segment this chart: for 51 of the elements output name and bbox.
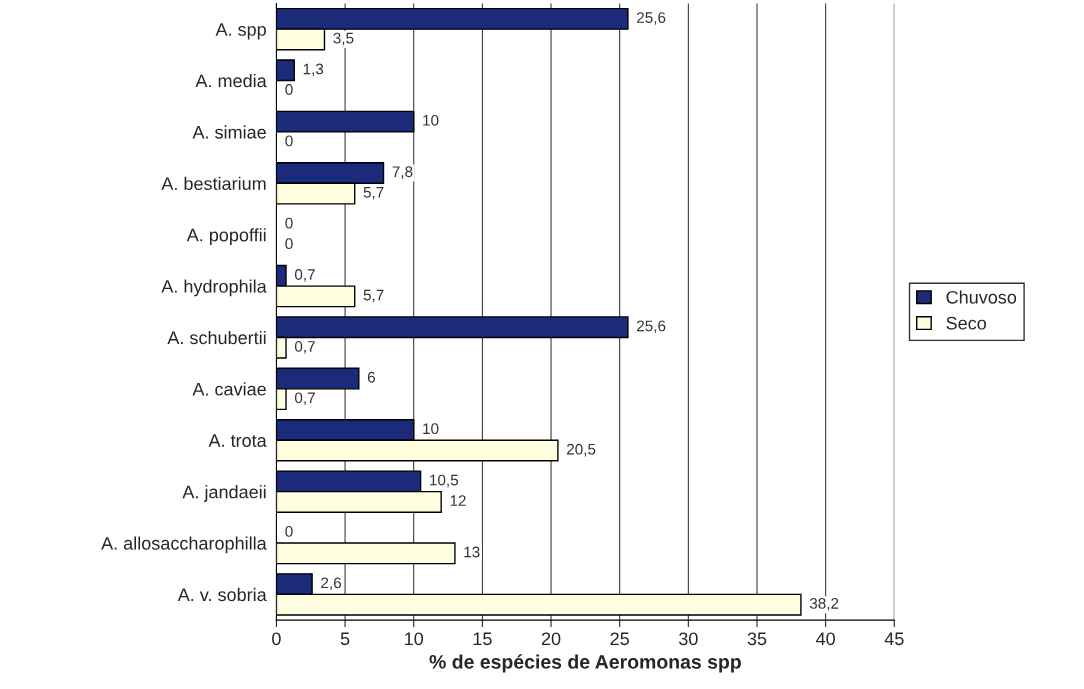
data-label: 25,6 [637, 12, 666, 25]
data-label: 25,6 [637, 320, 666, 334]
legend-label: Seco [946, 316, 987, 330]
data-label: 0 [285, 238, 293, 250]
y-tick-label: A. allosaccharophilla [101, 536, 267, 554]
y-tick-label: A. spp [215, 23, 266, 40]
data-label: 0 [285, 217, 293, 229]
y-tick-label: A. simiae [192, 125, 266, 139]
data-label: 0,7 [294, 269, 315, 282]
data-label: 10,5 [430, 474, 459, 488]
data-label: 10 [423, 423, 439, 435]
y-tick-label: A. jandaeii [182, 485, 266, 502]
x-tick-label: 5 [340, 632, 350, 646]
legend-label: Chuvoso [946, 290, 1017, 304]
x-tick-label: 15 [473, 632, 492, 646]
data-label: 7,8 [392, 166, 413, 179]
data-label: 6 [367, 371, 375, 383]
x-tick-label: 30 [678, 632, 698, 646]
data-label: 2,6 [321, 577, 342, 591]
x-axis-title: % de espécies de Aeromonas spp [429, 654, 741, 673]
x-tick-label: 40 [816, 632, 835, 646]
y-tick-label: A. popoffii [186, 228, 266, 245]
data-label: 0,7 [294, 341, 315, 354]
x-tick-label: 35 [747, 632, 767, 646]
y-tick-label: A. trota [208, 434, 267, 447]
y-tick-label: A. schubertii [167, 330, 266, 345]
y-tick-label: A. caviae [192, 382, 266, 396]
x-tick-label: 10 [405, 632, 424, 646]
data-label: 0 [285, 526, 293, 537]
data-label: 0 [285, 135, 293, 147]
y-tick-label: A. hydrophila [161, 279, 267, 297]
bar [276, 110, 415, 133]
data-label: 20,5 [567, 443, 596, 457]
x-tick-label: 0 [272, 632, 281, 646]
y-tick-label: A. media [195, 73, 267, 88]
data-label: 38,2 [809, 597, 839, 611]
x-tick-label: 20 [541, 632, 561, 646]
x-tick-label: 45 [884, 632, 904, 646]
y-tick-label: A. v. sobria [177, 587, 267, 602]
data-label: 3,5 [333, 32, 354, 46]
data-label: 0,7 [294, 392, 315, 406]
x-tick-label: 25 [610, 632, 629, 646]
data-label: 5,7 [363, 289, 384, 303]
data-label: 13 [464, 546, 480, 558]
data-label: 1,3 [303, 63, 324, 77]
bar [276, 542, 456, 565]
data-label: 10 [423, 114, 439, 126]
data-label: 12 [450, 495, 466, 506]
data-label: 0 [285, 84, 293, 95]
y-tick-label: A. bestiarium [161, 176, 266, 191]
data-label: 5,7 [363, 187, 384, 200]
